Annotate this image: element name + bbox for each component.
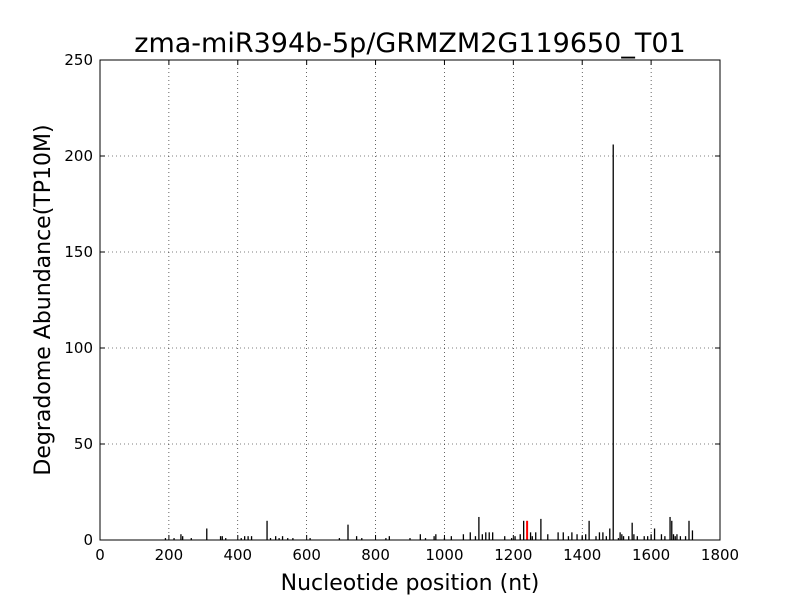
- y-tick-label: 150: [64, 243, 93, 261]
- y-axis-ticks: 0 50 100 150 200 250: [64, 51, 720, 549]
- x-tick-label: 600: [292, 546, 321, 564]
- x-tick-label: 1800: [701, 546, 739, 564]
- y-axis-label: Degradome Abundance(TP10M): [31, 124, 56, 475]
- y-tick-label: 0: [83, 531, 93, 549]
- x-tick-label: 800: [361, 546, 390, 564]
- y-tick-label: 250: [64, 51, 93, 69]
- x-tick-label: 1600: [632, 546, 670, 564]
- x-tick-label: 1200: [494, 546, 532, 564]
- bars: [164, 144, 694, 540]
- grid-lines: [100, 60, 720, 540]
- y-tick-label: 50: [74, 435, 93, 453]
- x-tick-label: 1000: [425, 546, 463, 564]
- x-tick-label: 0: [95, 546, 105, 564]
- x-tick-label: 400: [223, 546, 252, 564]
- x-axis-label: Nucleotide position (nt): [281, 571, 540, 596]
- x-axis-ticks: 0 200 400 600 800 1000 1200 1400 1600 1800: [95, 60, 739, 564]
- x-tick-label: 200: [155, 546, 184, 564]
- plot-frame: [99, 59, 721, 541]
- y-tick-label: 200: [64, 147, 93, 165]
- x-tick-label: 1400: [563, 546, 601, 564]
- y-tick-label: 100: [64, 339, 93, 357]
- chart-title: zma-miR394b-5p/GRMZM2G119650_T01: [134, 28, 685, 59]
